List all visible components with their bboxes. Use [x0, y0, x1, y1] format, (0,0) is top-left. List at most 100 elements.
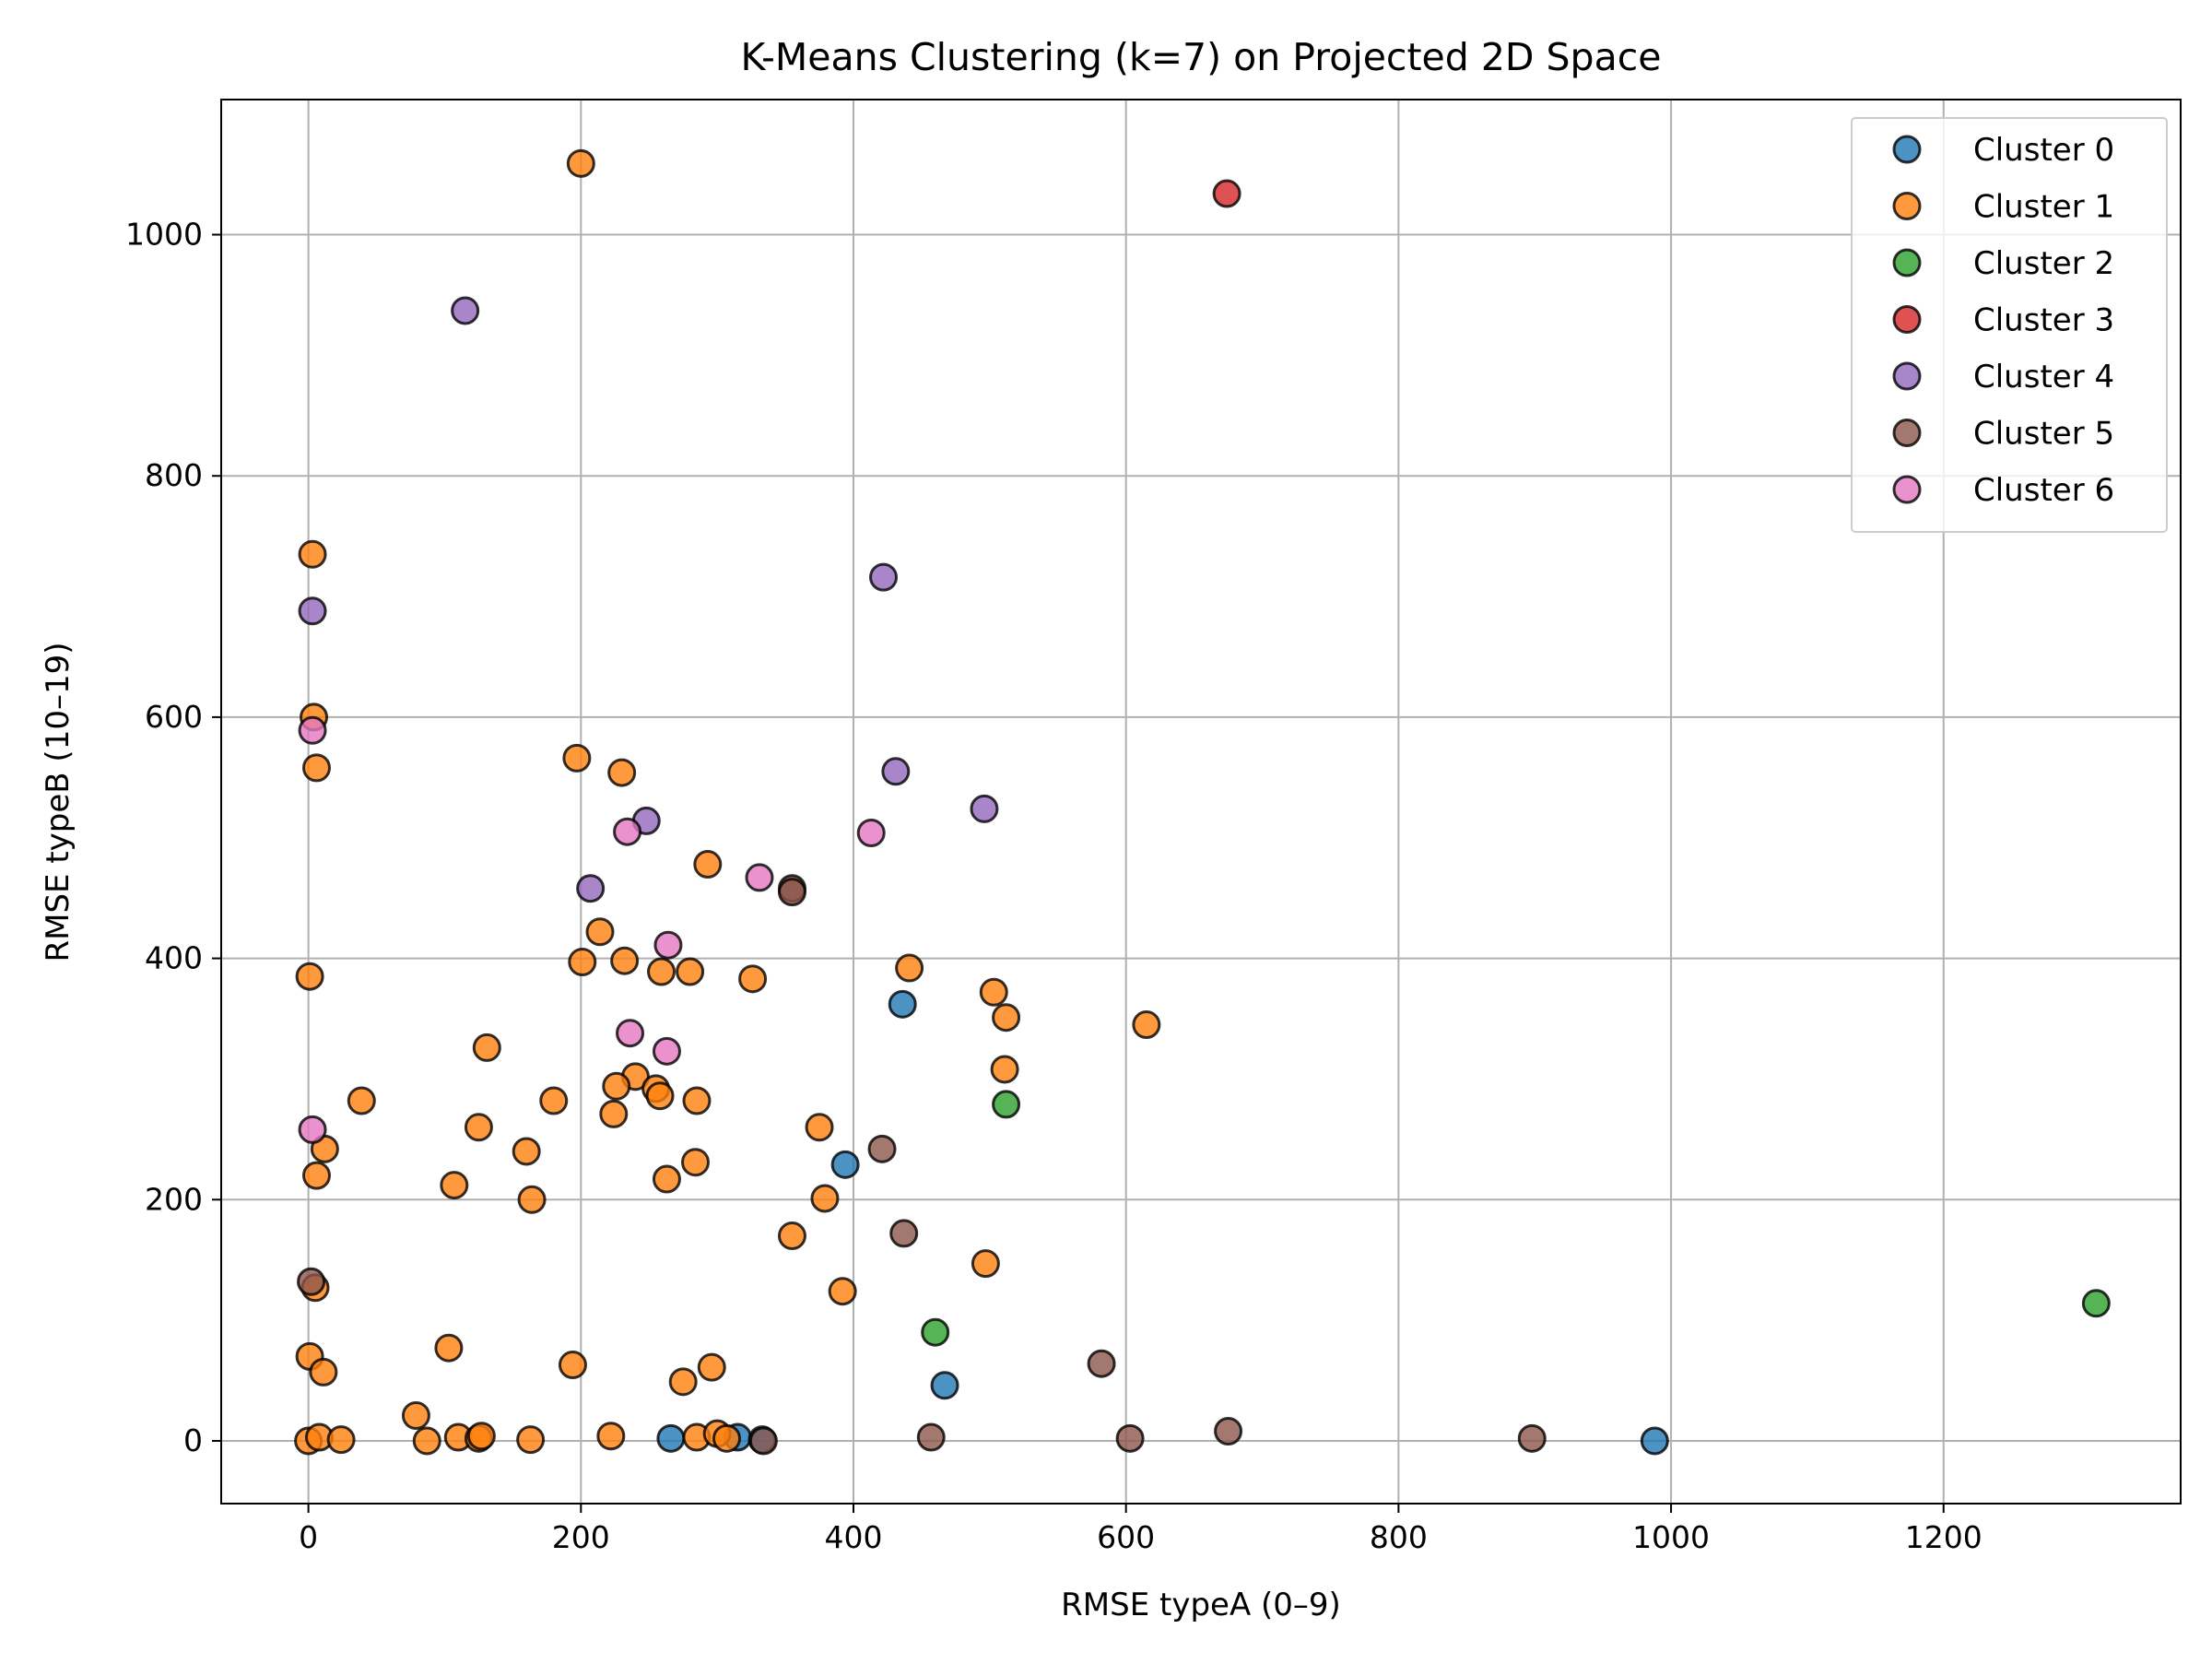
data-point — [895, 953, 924, 983]
data-point — [652, 1164, 681, 1194]
x-tick-label: 0 — [299, 1519, 318, 1555]
data-point — [562, 743, 592, 773]
data-point — [1214, 1416, 1243, 1446]
data-point — [830, 1150, 860, 1179]
data-point — [566, 148, 595, 178]
data-point — [602, 1071, 631, 1101]
data-point — [298, 596, 327, 626]
x-tick-label: 400 — [824, 1519, 882, 1555]
data-point — [921, 1317, 950, 1347]
data-point — [1132, 1010, 1161, 1040]
data-point — [990, 1055, 1019, 1084]
data-point — [810, 1184, 840, 1213]
data-point — [412, 1426, 441, 1456]
data-point — [2081, 1289, 2111, 1318]
data-point — [979, 977, 1008, 1007]
data-point — [599, 1099, 629, 1128]
data-point — [653, 930, 683, 960]
x-tick-label: 1200 — [1905, 1519, 1983, 1555]
data-points — [294, 148, 2111, 1456]
data-point — [451, 296, 480, 325]
data-point — [745, 863, 774, 892]
data-point — [645, 1081, 675, 1111]
data-point — [1517, 1423, 1547, 1453]
data-point — [298, 715, 327, 745]
plot-frame — [220, 99, 2182, 1505]
data-point — [748, 1426, 778, 1456]
data-point — [656, 1423, 686, 1453]
data-point — [347, 1086, 376, 1115]
data-point — [682, 1086, 712, 1115]
y-tick-label: 400 — [145, 940, 203, 976]
y-tick-label: 200 — [145, 1181, 203, 1217]
data-point — [516, 1425, 546, 1455]
x-axis-label: RMSE typeA (0–9) — [1061, 1587, 1341, 1623]
data-point — [607, 758, 637, 787]
y-tick-label: 1000 — [125, 217, 203, 253]
data-point — [889, 1219, 919, 1248]
data-point — [297, 1267, 326, 1296]
data-point — [585, 917, 615, 947]
data-point — [970, 794, 999, 823]
legend-label: Cluster 6 — [1973, 472, 2114, 509]
series-cluster-1 — [294, 148, 1161, 1456]
data-point — [647, 957, 677, 986]
legend-label: Cluster 2 — [1973, 245, 2114, 282]
legend-label: Cluster 0 — [1973, 132, 2114, 169]
data-point — [301, 1161, 331, 1190]
data-point — [867, 1134, 897, 1163]
grid-lines — [221, 100, 2181, 1504]
data-point — [613, 817, 642, 846]
data-point — [309, 1357, 338, 1387]
data-point — [1115, 1423, 1145, 1453]
legend-marker — [1892, 305, 1922, 334]
x-tick-label: 600 — [1097, 1519, 1155, 1555]
data-point — [616, 1019, 645, 1048]
data-point — [568, 948, 597, 977]
data-point — [298, 1115, 327, 1144]
data-point — [298, 539, 327, 569]
data-point — [930, 1371, 959, 1400]
data-point — [828, 1277, 857, 1306]
data-point — [1640, 1426, 1669, 1456]
series-cluster-0 — [656, 989, 1669, 1456]
legend-label: Cluster 4 — [1973, 359, 2114, 395]
data-point — [693, 850, 723, 879]
data-point — [992, 1003, 1021, 1033]
data-point — [697, 1352, 726, 1382]
data-point — [596, 1422, 626, 1451]
data-point — [652, 1036, 681, 1066]
data-point — [434, 1333, 464, 1363]
data-point — [888, 989, 917, 1019]
x-tick-label: 1000 — [1632, 1519, 1710, 1555]
data-point — [1087, 1349, 1116, 1378]
data-point — [916, 1422, 946, 1452]
data-point — [466, 1422, 496, 1451]
series-cluster-3 — [1212, 179, 1241, 208]
data-point — [464, 1113, 493, 1142]
data-point — [777, 1221, 806, 1251]
legend-label: Cluster 3 — [1973, 302, 2114, 339]
legend-label: Cluster 5 — [1973, 416, 2114, 453]
legend-marker — [1892, 475, 1922, 504]
data-point — [512, 1137, 541, 1166]
data-point — [676, 957, 705, 986]
data-point — [610, 946, 640, 975]
data-point — [517, 1185, 547, 1214]
y-axis-label: RMSE typeB (10–19) — [40, 643, 76, 962]
data-point — [971, 1249, 1000, 1279]
data-point — [668, 1367, 698, 1397]
series-cluster-4 — [298, 296, 999, 903]
legend-marker — [1892, 361, 1922, 391]
data-point — [539, 1086, 569, 1115]
data-point — [712, 1423, 742, 1453]
data-point — [472, 1033, 501, 1062]
data-point — [440, 1171, 469, 1200]
legend-marker — [1892, 248, 1922, 277]
series-cluster-5 — [297, 874, 1547, 1456]
data-point — [295, 962, 324, 991]
y-tick-label: 800 — [145, 457, 203, 493]
